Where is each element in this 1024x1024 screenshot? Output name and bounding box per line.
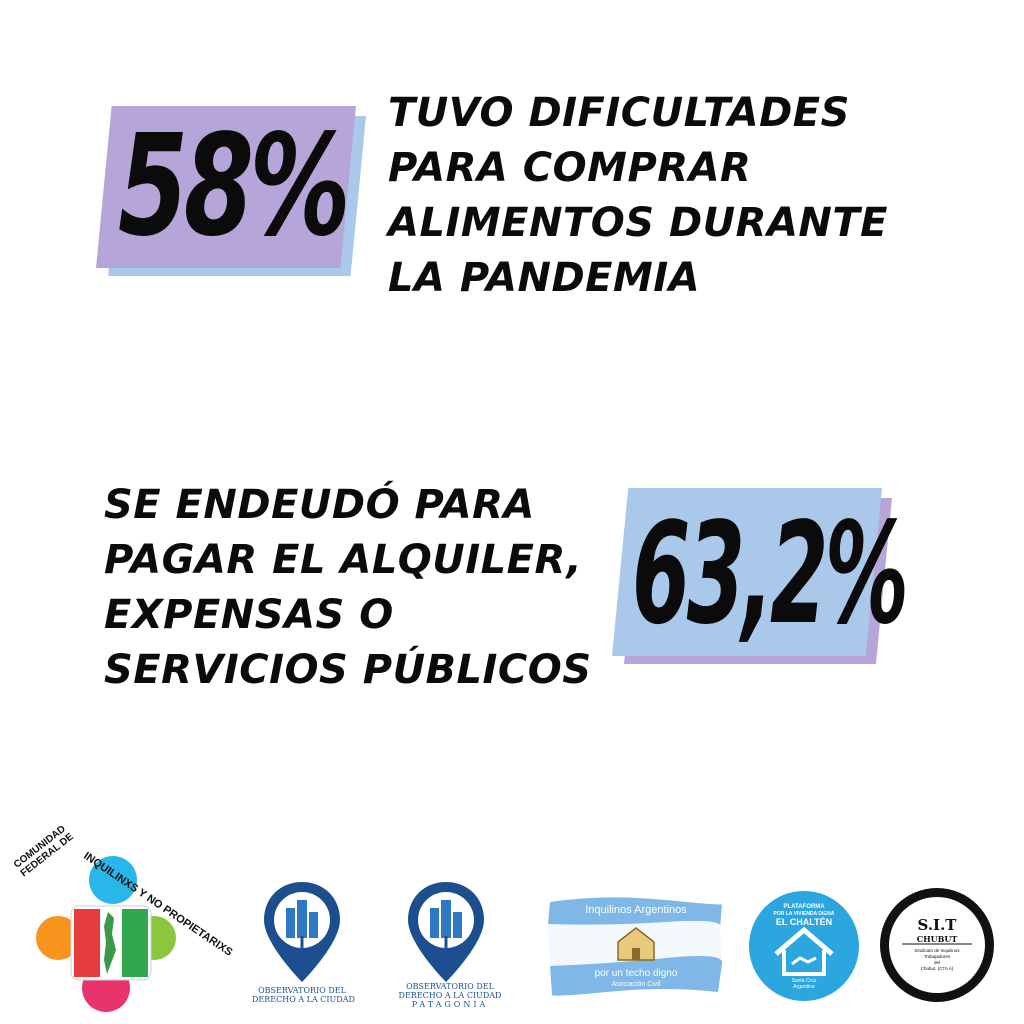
sit-chubut-logo: S.I.T CHUBUT Sindicato de Inquilinos Tra… <box>878 886 996 1004</box>
people-circle-argentina-map-icon <box>36 856 176 1012</box>
logo-small: Asociación Civil <box>611 981 661 988</box>
el-chalten-logo: PLATAFORMA POR LA VIVIENDA DIGNA EL CHAL… <box>748 890 860 1002</box>
observatorio-logo: OBSERVATORIO DEL DERECHO A LA CIUDAD <box>252 878 355 1018</box>
logo-top-text: PLATAFORMA POR LA VIVIENDA DIGNA EL CHAL… <box>773 904 835 927</box>
stat-highlight <box>612 488 882 656</box>
house-handshake-icon <box>749 891 859 1001</box>
comunidad-federal-logo: COMUNIDAD FEDERAL DE INQUILINXS Y NO PRO… <box>8 810 234 1020</box>
house-flag-icon <box>547 897 723 996</box>
badge-seal-icon <box>880 888 994 1002</box>
inquilinos-argentinos-logo: Inquilinos Argentinos por un techo digno… <box>546 894 726 998</box>
stat-value: 58% <box>118 105 351 268</box>
map-pin-city-icon <box>408 882 484 982</box>
stat-description: TUVO DIFICULTADES PARA COMPRAR ALIMENTOS… <box>388 90 888 301</box>
logo-small-text: Sindicato de Inquilinos Trabajadores del… <box>914 948 960 971</box>
observatorio-patagonia-logo: OBSERVATORIO DEL DERECHO A LA CIUDAD PAT… <box>396 878 504 1018</box>
logo-subtitle: CHUBUT <box>916 934 958 944</box>
stat-description: SE ENDEUDÓ PARA PAGAR EL ALQUILER, EXPEN… <box>104 482 592 693</box>
logo-subtitle: por un techo digno <box>594 968 678 979</box>
stat-value: 63,2% <box>632 493 909 656</box>
logo-bottom-text: Santa Cruz Argentina <box>791 978 817 990</box>
logo-caption: OBSERVATORIO DEL DERECHO A LA CIUDAD PAT… <box>398 982 502 1009</box>
logo-title: Inquilinos Argentinos <box>585 904 687 916</box>
stat-highlight <box>96 106 356 268</box>
logo-title: S.I.T <box>917 916 957 934</box>
map-pin-city-icon <box>264 882 340 982</box>
logo-caption: OBSERVATORIO DEL DERECHO A LA CIUDAD <box>252 986 355 1004</box>
